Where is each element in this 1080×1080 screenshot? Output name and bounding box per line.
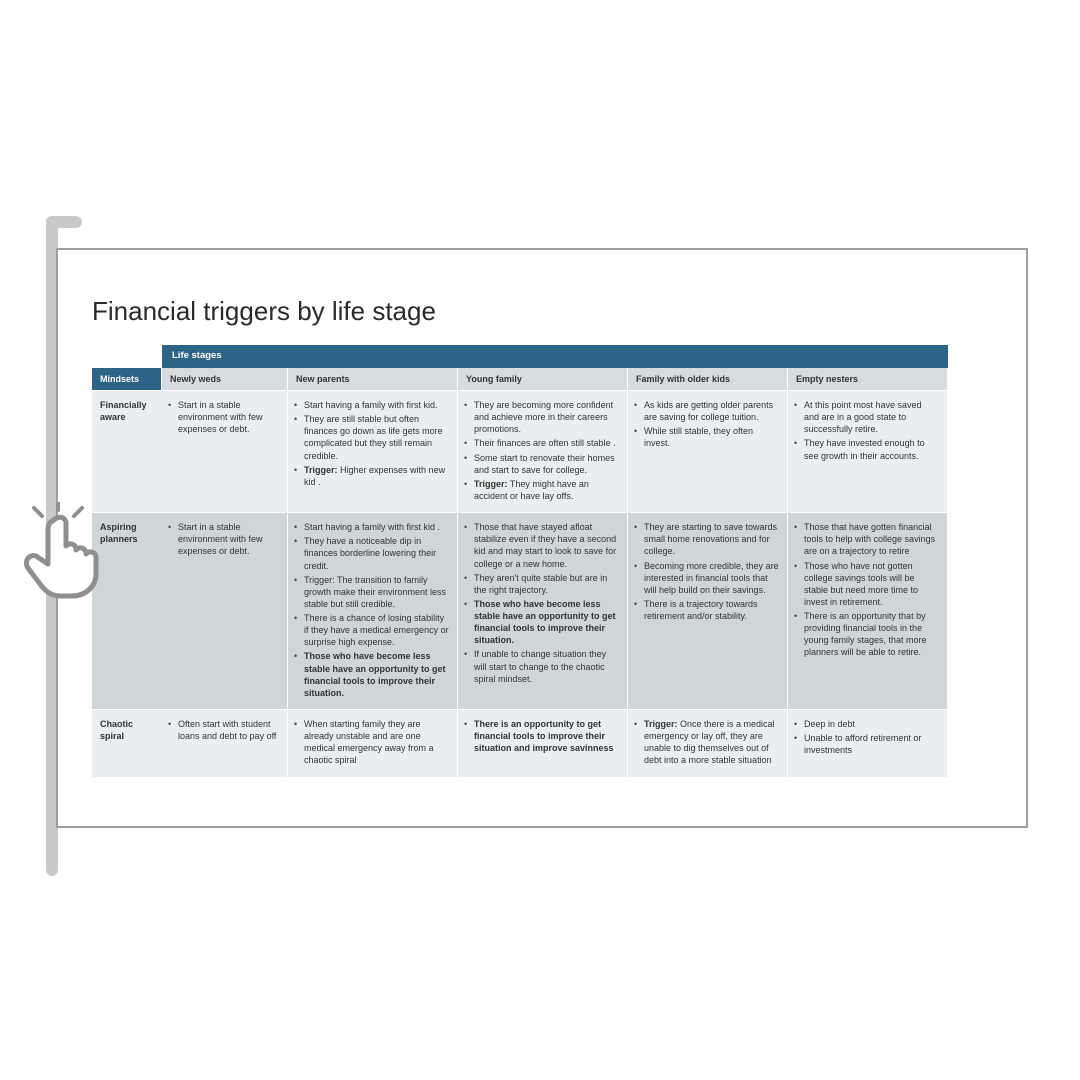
table-cell: When starting family they are already un… — [288, 709, 458, 777]
row-label: Financially aware — [92, 390, 162, 512]
list-item: When starting family they are already un… — [294, 718, 449, 767]
table-cell: Start having a family with first kid. The… — [288, 390, 458, 512]
list-item: Trigger: Higher expenses with new kid . — [294, 464, 449, 488]
list-item: Start in a stable environment with few e… — [168, 399, 279, 435]
list-item: There is an opportunity that by providin… — [794, 610, 939, 659]
list-item: Those that have gotten financial tools t… — [794, 521, 939, 557]
scrollbar-cap — [46, 216, 82, 228]
list-item: Trigger: Once there is a medical emergen… — [634, 718, 779, 767]
list-item: Those that have stayed afloat stabilize … — [464, 521, 619, 570]
table-cell: As kids are getting older parents are sa… — [628, 390, 788, 512]
col-header-3: Young family — [458, 368, 628, 390]
list-item: Start having a family with first kid. — [294, 399, 449, 411]
list-item: They have invested enough to see growth … — [794, 437, 939, 461]
table-cell: They are starting to save towards small … — [628, 512, 788, 709]
table-cell: Often start with student loans and debt … — [162, 709, 288, 777]
table-cell: Trigger: Once there is a medical emergen… — [628, 709, 788, 777]
matrix-table: Life stages Mindsets Newly weds New pare… — [92, 345, 992, 777]
list-item: While still stable, they often invest. — [634, 425, 779, 449]
row-label: Chaotic spiral — [92, 709, 162, 777]
list-item: Often start with student loans and debt … — [168, 718, 279, 742]
list-item: They are still stable but often finances… — [294, 413, 449, 462]
list-item: Unable to afford retirement or investmen… — [794, 732, 939, 756]
list-item: There is a chance of losing stability if… — [294, 612, 449, 648]
list-item: They have a noticeable dip in finances b… — [294, 535, 449, 571]
row-label: Aspiring planners — [92, 512, 162, 709]
list-item: Those who have become less stable have a… — [294, 650, 449, 699]
list-item: Start having a family with first kid . — [294, 521, 449, 533]
list-item: Becoming more credible, they are interes… — [634, 560, 779, 596]
col-header-5: Empty nesters — [788, 368, 948, 390]
table-cell: Start in a stable environment with few e… — [162, 512, 288, 709]
list-item: Start in a stable environment with few e… — [168, 521, 279, 557]
life-stages-banner: Life stages — [162, 345, 948, 368]
col-header-1: Newly weds — [162, 368, 288, 390]
col-header-4: Family with older kids — [628, 368, 788, 390]
list-item: They are starting to save towards small … — [634, 521, 779, 557]
table-cell: At this point most have saved and are in… — [788, 390, 948, 512]
table-cell: Start in a stable environment with few e… — [162, 390, 288, 512]
list-item: Trigger: The transition to family growth… — [294, 574, 449, 610]
table-cell: There is an opportunity to get financial… — [458, 709, 628, 777]
table-cell: Start having a family with first kid . Th… — [288, 512, 458, 709]
list-item: Deep in debt — [794, 718, 939, 730]
list-item: Trigger: They might have an accident or … — [464, 478, 619, 502]
list-item: They are becoming more confident and ach… — [464, 399, 619, 435]
list-item: At this point most have saved and are in… — [794, 399, 939, 435]
list-item: There is a trajectory towards retirement… — [634, 598, 779, 622]
slide-content: Financial triggers by life stage Life st… — [58, 250, 1026, 803]
table-cell: Deep in debt Unable to afford retirement … — [788, 709, 948, 777]
slide-frame: Financial triggers by life stage Life st… — [56, 248, 1028, 828]
col-header-mindsets: Mindsets — [92, 368, 162, 390]
banner-spacer — [92, 345, 162, 368]
page-title: Financial triggers by life stage — [92, 296, 992, 327]
list-item: If unable to change situation they will … — [464, 648, 619, 684]
table-cell: They are becoming more confident and ach… — [458, 390, 628, 512]
list-item: There is an opportunity to get financial… — [464, 718, 619, 754]
list-item: Their finances are often still stable . — [464, 437, 619, 449]
list-item: As kids are getting older parents are sa… — [634, 399, 779, 423]
list-item: Some start to renovate their homes and s… — [464, 452, 619, 476]
table-cell: Those that have gotten financial tools t… — [788, 512, 948, 709]
col-header-2: New parents — [288, 368, 458, 390]
canvas: Financial triggers by life stage Life st… — [0, 0, 1080, 1080]
list-item: They aren't quite stable but are in the … — [464, 572, 619, 596]
list-item: Those who have become less stable have a… — [464, 598, 619, 647]
table-cell: Those that have stayed afloat stabilize … — [458, 512, 628, 709]
list-item: Those who have not gotten college saving… — [794, 560, 939, 609]
